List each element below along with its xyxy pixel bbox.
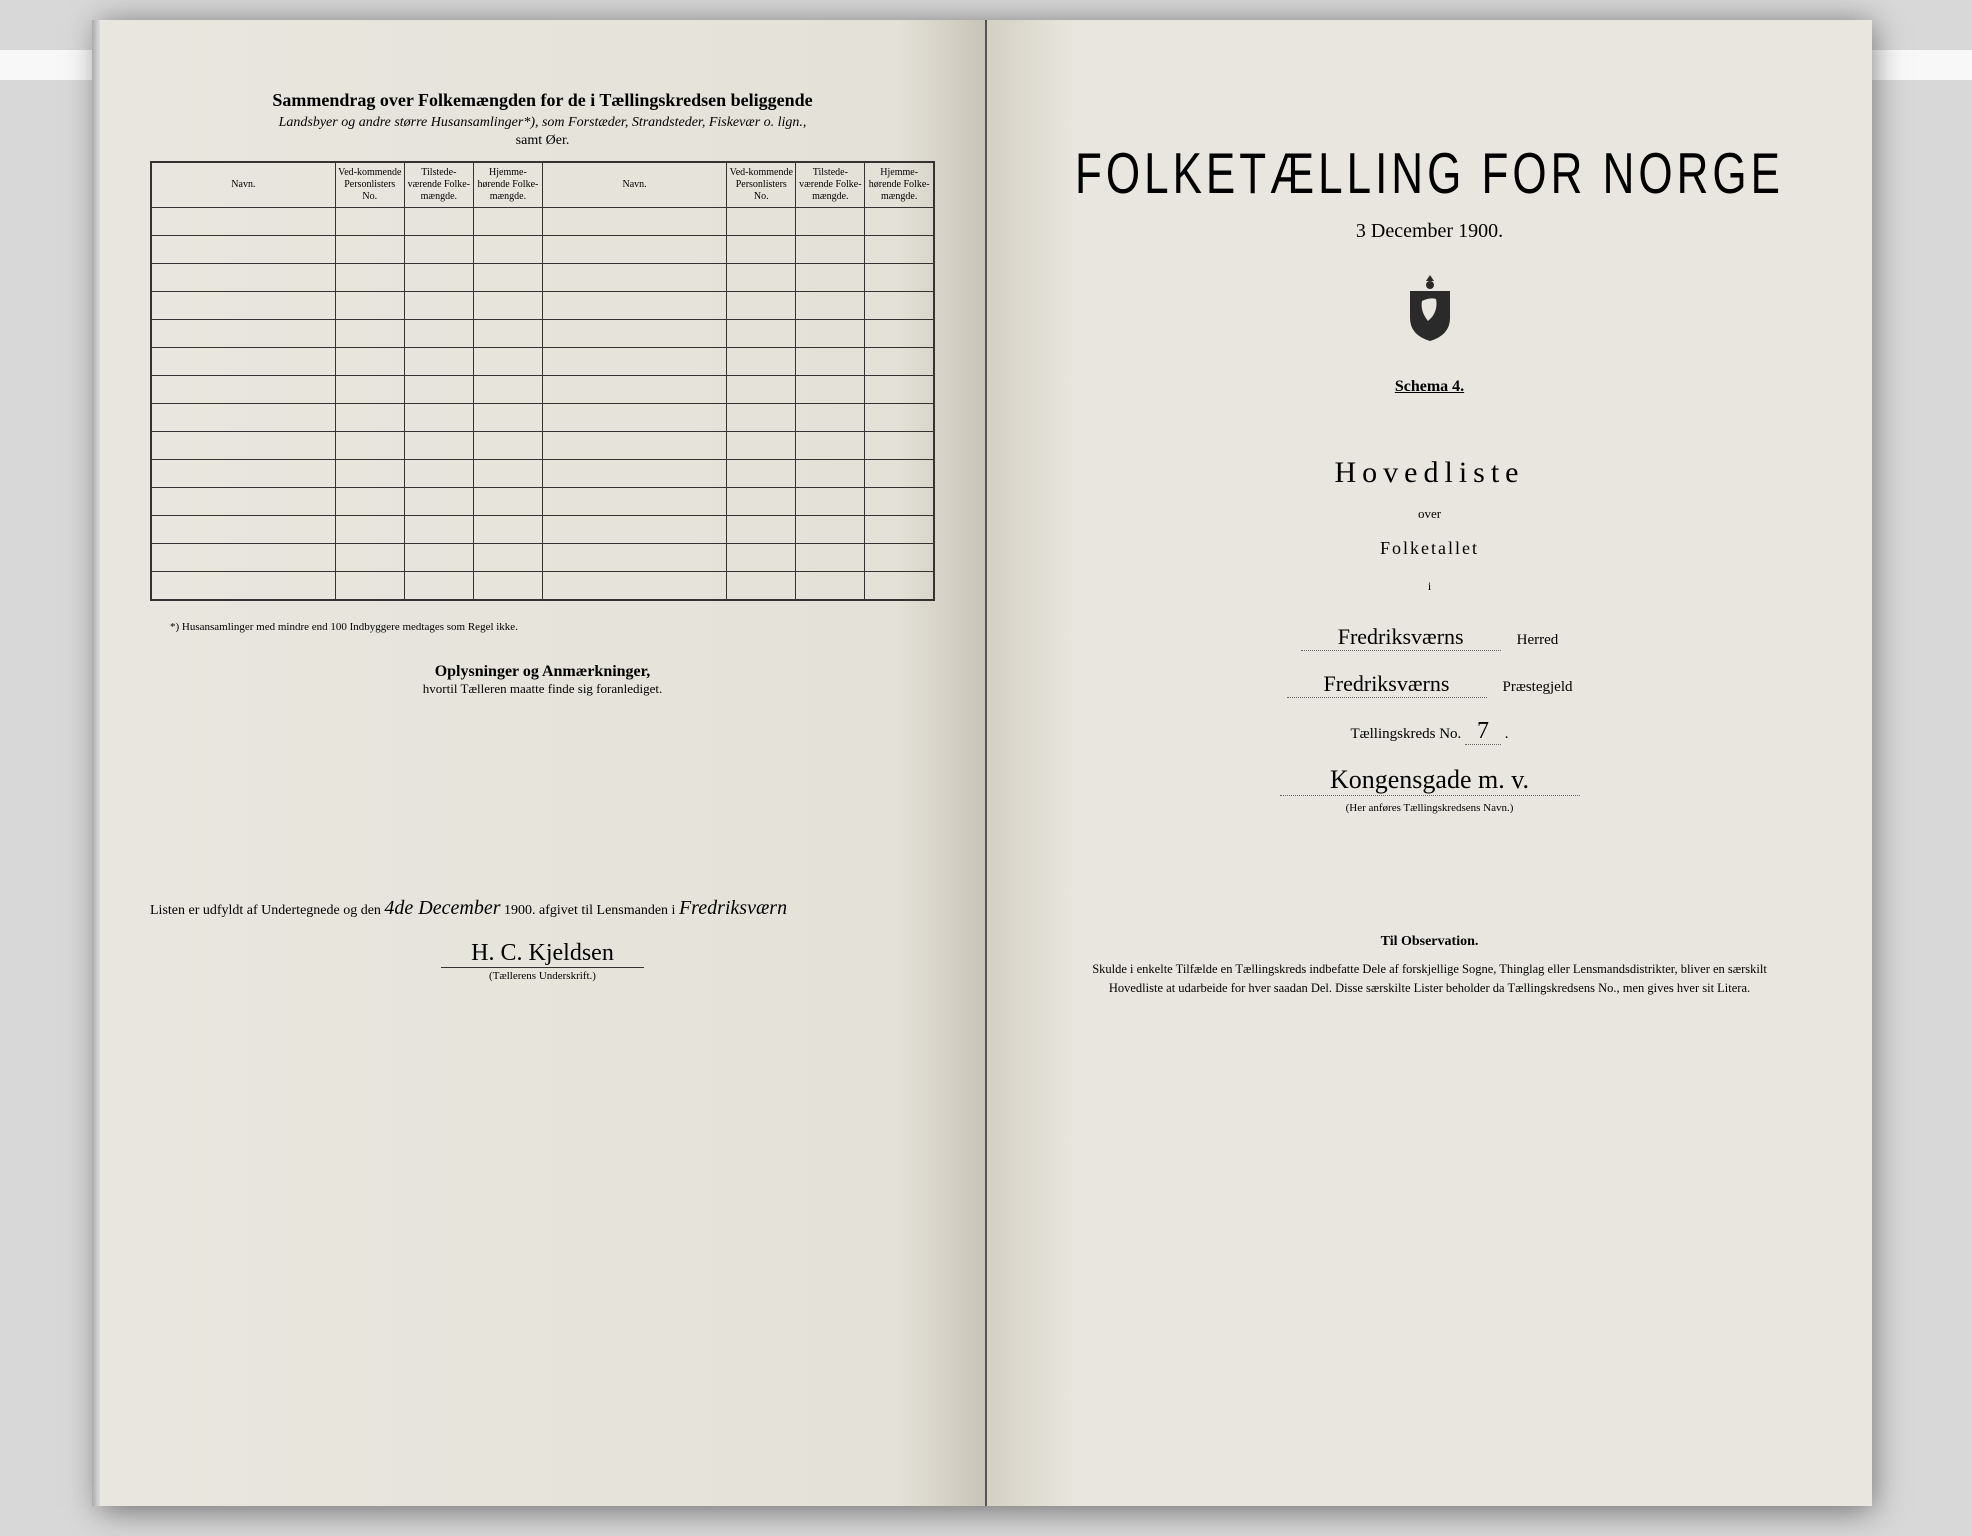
col-tilstede-2: Tilstede-værende Folke-mængde.: [796, 162, 865, 208]
over-label: over: [1037, 506, 1822, 522]
table-row: [151, 516, 934, 544]
table-row: [151, 348, 934, 376]
folketallet-label: Folketallet: [1037, 538, 1822, 559]
right-page: FOLKETÆLLING FOR NORGE 3 December 1900. …: [987, 20, 1872, 1506]
summary-table: Navn. Ved-kommende Personlisters No. Til…: [150, 161, 935, 601]
herred-label: Herred: [1517, 632, 1559, 649]
table-row: [151, 264, 934, 292]
table-row: [151, 432, 934, 460]
kreds-name: Kongensgade m. v.: [1280, 765, 1580, 796]
table-body: [151, 208, 934, 600]
hovedliste-heading: Hovedliste: [1037, 456, 1822, 490]
table-row: [151, 376, 934, 404]
observation-title: Til Observation.: [1037, 934, 1822, 950]
coat-of-arms-icon: [1400, 273, 1460, 343]
summary-subtitle-2: samt Øer.: [150, 133, 935, 149]
right-content: FOLKETÆLLING FOR NORGE 3 December 1900. …: [1037, 60, 1822, 998]
kreds-number: 7: [1465, 718, 1501, 745]
schema-label: Schema 4.: [1037, 378, 1822, 396]
col-navn-2: Navn.: [542, 162, 726, 208]
col-tilstede-1: Tilstede-værende Folke-mængde.: [404, 162, 473, 208]
table-row: [151, 292, 934, 320]
kreds-label: Tællingskreds No.: [1350, 726, 1461, 742]
signature: H. C. Kjeldsen: [441, 940, 644, 968]
col-personlister-2: Ved-kommende Personlisters No.: [727, 162, 796, 208]
census-date: 3 December 1900.: [1037, 220, 1822, 243]
table-header-row: Navn. Ved-kommende Personlisters No. Til…: [151, 162, 934, 208]
table-row: [151, 488, 934, 516]
table-row: [151, 544, 934, 572]
page-stack-edge: [92, 20, 100, 1506]
table-row: [151, 460, 934, 488]
listen-mid: afgivet til Lensmanden i: [539, 903, 675, 918]
kreds-number-line: Tællingskreds No. 7 .: [1037, 718, 1822, 745]
listen-prefix: Listen er udfyldt af Undertegnede og den: [150, 903, 381, 918]
summary-subtitle: Landsbyer og andre større Husansamlinger…: [150, 115, 935, 131]
listen-year: 1900.: [504, 903, 536, 918]
observation-text: Skulde i enkelte Tilfælde en Tællingskre…: [1037, 960, 1822, 998]
background-surface: Sammendrag over Folkemængden for de i Tæ…: [0, 0, 1972, 1536]
col-navn-1: Navn.: [151, 162, 335, 208]
herred-value: Fredriksværns: [1301, 624, 1501, 651]
summary-title: Sammendrag over Folkemængden for de i Tæ…: [150, 90, 935, 111]
col-hjemme-1: Hjemme-hørende Folke-mængde.: [473, 162, 542, 208]
table-row: [151, 236, 934, 264]
herred-line: Fredriksværns Herred: [1037, 624, 1822, 651]
praeste-value: Fredriksværns: [1287, 671, 1487, 698]
col-hjemme-2: Hjemme-hørende Folke-mængde.: [865, 162, 934, 208]
main-title: FOLKETÆLLING FOR NORGE: [1037, 143, 1822, 208]
oplysninger-title: Oplysninger og Anmærkninger,: [150, 663, 935, 681]
oplysninger-subtitle: hvortil Tælleren maatte finde sig foranl…: [150, 681, 935, 697]
col-personlister-1: Ved-kommende Personlisters No.: [335, 162, 404, 208]
signature-caption: (Tællerens Underskrift.): [150, 970, 935, 982]
table-row: [151, 572, 934, 600]
praeste-label: Præstegjeld: [1503, 679, 1573, 696]
book-spread: Sammendrag over Folkemængden for de i Tæ…: [100, 20, 1872, 1506]
kreds-caption: (Her anføres Tællingskredsens Navn.): [1037, 802, 1822, 814]
signature-block: H. C. Kjeldsen (Tællerens Underskrift.): [150, 940, 935, 982]
listen-date: 4de December: [384, 897, 500, 919]
table-row: [151, 320, 934, 348]
praestegjeld-line: Fredriksværns Præstegjeld: [1037, 671, 1822, 698]
i-label: i: [1037, 579, 1822, 594]
listen-line: Listen er udfyldt af Undertegnede og den…: [150, 897, 935, 920]
left-page: Sammendrag over Folkemængden for de i Tæ…: [100, 20, 987, 1506]
table-row: [151, 404, 934, 432]
listen-place: Fredriksværn: [679, 897, 787, 919]
table-footnote: *) Husansamlinger med mindre end 100 Ind…: [150, 621, 935, 633]
table-row: [151, 208, 934, 236]
